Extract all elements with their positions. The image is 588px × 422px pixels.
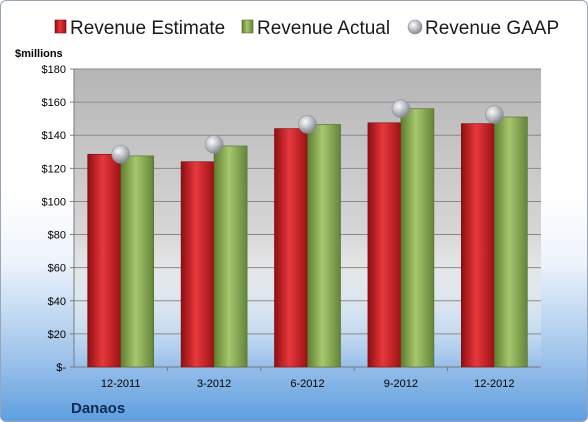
marker-revenue-gaap <box>111 144 130 164</box>
legend: Revenue Estimate Revenue Actual Revenue GA… <box>54 18 559 39</box>
bar-revenue-estimate <box>180 161 215 368</box>
marker-revenue-gaap <box>484 105 504 124</box>
x-tick-label: 12-2011 <box>101 378 141 390</box>
y-tick-label: $140 <box>42 130 66 142</box>
y-tick-label: $160 <box>42 97 66 109</box>
company-name: Danaos <box>71 400 125 417</box>
legend-label: Revenue Estimate <box>70 18 225 39</box>
marker-revenue-gaap <box>391 99 411 119</box>
y-tick-label: $80 <box>48 230 66 242</box>
y-tick-label: $40 <box>48 296 66 308</box>
y-tick-label: $- <box>56 362 66 374</box>
bar-revenue-estimate <box>87 153 121 368</box>
y-tick-label: $120 <box>42 163 66 175</box>
bar-revenue-actual <box>400 108 435 368</box>
x-tick-label: 3-2012 <box>197 378 231 390</box>
legend-swatch <box>407 19 423 35</box>
legend-label: Revenue GAAP <box>425 18 559 39</box>
bar-revenue-actual <box>120 155 154 368</box>
y-tick-label: $60 <box>48 263 66 275</box>
bar-revenue-actual <box>307 124 341 368</box>
legend-swatch <box>54 19 67 34</box>
bar-revenue-actual <box>493 116 528 368</box>
bar-revenue-estimate <box>367 122 402 368</box>
x-tick-label: 9-2012 <box>384 378 418 390</box>
unit-label: $millions <box>15 48 63 60</box>
bar-revenue-actual <box>213 145 248 368</box>
x-tick-label: 12-2012 <box>474 378 514 390</box>
bar-revenue-estimate <box>274 128 308 368</box>
legend-swatch <box>241 19 254 34</box>
y-tick-label: $100 <box>42 196 66 208</box>
x-tick-label: 6-2012 <box>290 378 324 390</box>
plot-area: $- $20 $40 $60 $80 $100 $120 $140 $160 $180 12-201… <box>42 64 541 390</box>
y-tick-label: $180 <box>42 64 66 76</box>
legend-label: Revenue Actual <box>257 18 390 39</box>
marker-revenue-gaap <box>298 115 317 134</box>
y-tick-label: $20 <box>48 329 66 341</box>
bar-revenue-estimate <box>460 123 495 368</box>
marker-revenue-gaap <box>204 135 224 154</box>
